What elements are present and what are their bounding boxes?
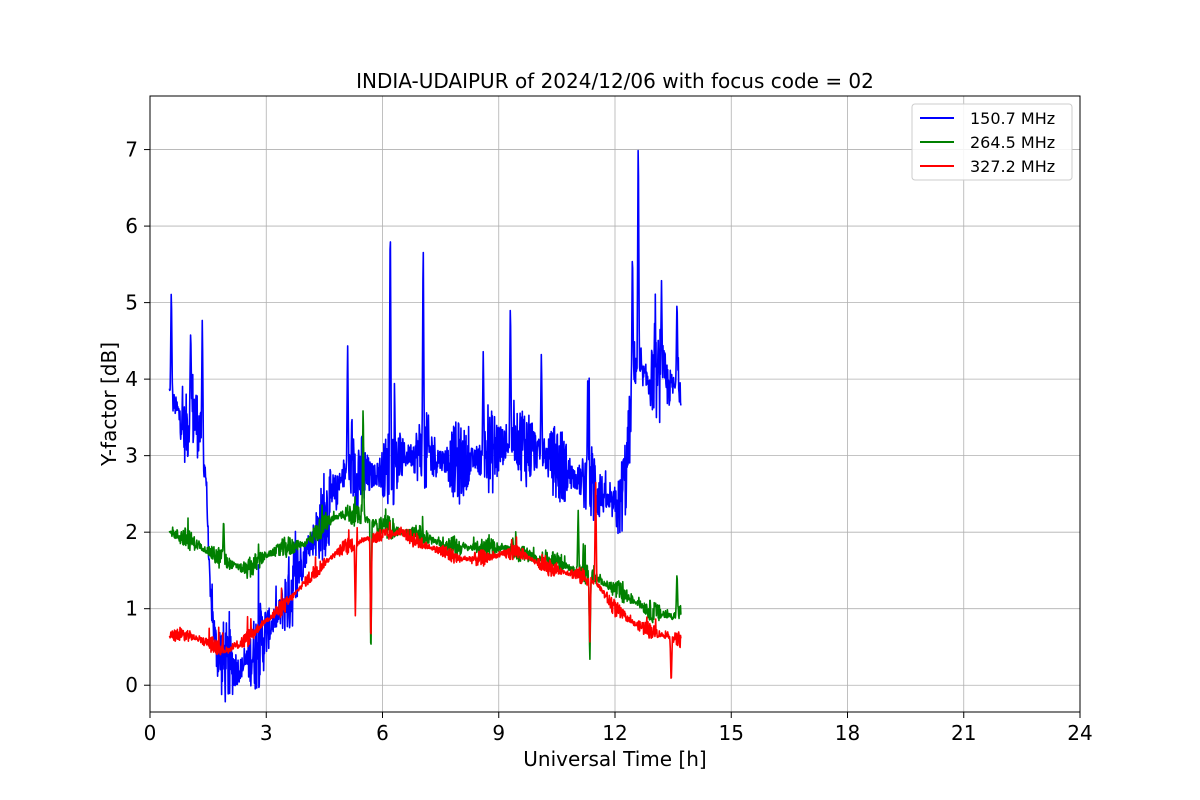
series-lines	[168, 149, 682, 703]
y-axis-ticks: 0 1 2 3 4 5 6 7	[125, 138, 150, 697]
x-tick-label: 12	[602, 721, 627, 745]
y-tick-label: 1	[125, 597, 138, 621]
x-tick-label: 3	[260, 721, 273, 745]
chart-title: INDIA-UDAIPUR of 2024/12/06 with focus c…	[356, 69, 874, 93]
y-tick-label: 4	[125, 367, 138, 391]
x-tick-label: 9	[492, 721, 505, 745]
grid-lines	[149, 96, 1081, 712]
x-axis-label: Universal Time [h]	[523, 747, 706, 771]
legend-box	[911, 103, 1073, 181]
y-axis-label: Y-factor [dB]	[97, 342, 121, 467]
legend: 150.7 MHz 264.5 MHz 327.2 MHz	[911, 103, 1073, 181]
y-tick-label: 3	[125, 444, 138, 468]
x-axis-ticks: 0 3 6 9 12 15 18 21 24	[144, 712, 1093, 745]
legend-label: 264.5 MHz	[970, 133, 1055, 152]
series-line	[168, 410, 682, 661]
x-tick-label: 0	[144, 721, 157, 745]
y-tick-label: 0	[125, 673, 138, 697]
series-line	[168, 149, 682, 703]
x-tick-label: 24	[1067, 721, 1092, 745]
legend-label: 327.2 MHz	[970, 157, 1055, 176]
x-tick-label: 6	[376, 721, 389, 745]
legend-label: 150.7 MHz	[970, 109, 1055, 128]
y-tick-label: 2	[125, 520, 138, 544]
y-tick-label: 6	[125, 214, 138, 238]
y-tick-label: 5	[125, 291, 138, 315]
y-tick-label: 7	[125, 138, 138, 162]
x-tick-label: 18	[835, 721, 860, 745]
x-tick-label: 15	[719, 721, 744, 745]
x-tick-label: 21	[951, 721, 976, 745]
series-line	[168, 481, 682, 679]
